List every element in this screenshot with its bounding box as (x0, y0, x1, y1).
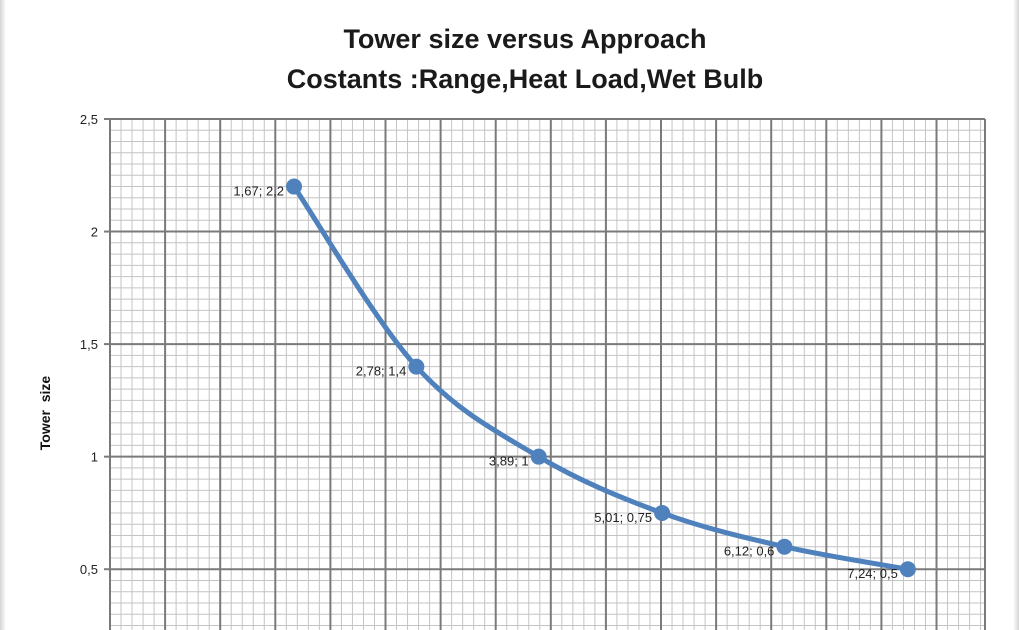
data-point (408, 358, 425, 375)
grid-major (109, 118, 986, 630)
data-label: 5,01; 0,75 (594, 510, 652, 525)
y-tick-label: 2 (91, 225, 98, 240)
data-labels: 1,67; 2,2 2,78; 1,4 3,89; 1 5,01; 0,75 6,12;… (233, 184, 897, 582)
y-axis-ticks: 0,5 1 1,5 2 2,5 (80, 112, 110, 577)
data-label: 3,89; 1 (489, 454, 529, 469)
y-tick-label: 2,5 (80, 112, 98, 127)
data-label: 6,12; 0,6 (724, 544, 775, 559)
window-edge-left (0, 0, 6, 630)
chart-title: Tower size versus Approach (343, 24, 707, 54)
y-tick-label: 1,5 (80, 337, 98, 352)
series (286, 178, 916, 578)
data-label: 7,24; 0,5 (847, 566, 898, 581)
y-tick-label: 1 (91, 450, 98, 465)
data-label: 2,78; 1,4 (356, 364, 407, 379)
chart-subtitle: Costants :Range,Heat Load,Wet Bulb (286, 64, 764, 94)
data-point (899, 561, 916, 578)
data-point (286, 178, 303, 195)
grid-minor (110, 119, 985, 630)
data-point (654, 504, 671, 521)
window-edge-right (1013, 0, 1019, 630)
data-point (776, 538, 793, 555)
data-point (530, 448, 547, 465)
y-tick-label: 0,5 (80, 562, 98, 577)
data-label: 1,67; 2,2 (233, 184, 284, 199)
